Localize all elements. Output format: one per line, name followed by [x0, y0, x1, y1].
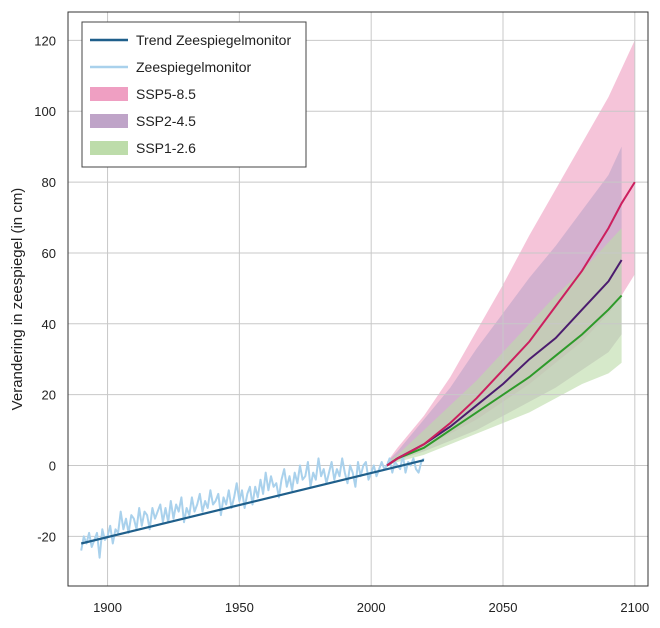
y-tick-20: 20: [42, 388, 56, 403]
grid-lines: [68, 12, 648, 586]
y-tick-40: 40: [42, 317, 56, 332]
x-tick-2100: 2100: [620, 600, 649, 615]
y-tick-80: 80: [42, 175, 56, 190]
trend-line: [80, 459, 425, 545]
legend-label-ssp5-8-5: SSP5-8.5: [136, 86, 196, 102]
x-tick-1950: 1950: [225, 600, 254, 615]
legend-swatch-ssp1-2-6: [90, 141, 128, 155]
y-axis-label: Verandering in zeespiegel (in cm): [9, 188, 26, 411]
x-tick-2050: 2050: [489, 600, 518, 615]
x-tick-2000: 2000: [357, 600, 386, 615]
legend-label-ssp1-2-6: SSP1-2.6: [136, 140, 196, 156]
plot-frame: [67, 11, 649, 587]
legend-label-trend-zeespiegelmonitor: Trend Zeespiegelmonitor: [136, 32, 291, 48]
y-tick-0: 0: [49, 459, 56, 474]
y-tick-120: 120: [34, 33, 56, 48]
y-tick-labels: -20 0 20 40 60 80 100 120: [34, 33, 56, 544]
x-tick-labels: 1900 1950 2000 2050 2100: [93, 600, 649, 615]
series-lines: [80, 181, 636, 559]
legend-label-ssp2-4-5: SSP2-4.5: [136, 113, 196, 129]
median-ssp1-2-6: [386, 294, 623, 467]
y-tick-100: 100: [34, 104, 56, 119]
legend: Trend Zeespiegelmonitor Zeespiegelmonitor…: [81, 21, 307, 168]
band-ssp1-2-6: [387, 228, 622, 466]
observations-line: [80, 453, 425, 559]
y-tick--20: -20: [37, 529, 56, 544]
legend-swatch-ssp5-8-5: [90, 87, 128, 101]
x-tick-1900: 1900: [93, 600, 122, 615]
legend-swatch-ssp2-4-5: [90, 114, 128, 128]
median-ssp5-8-5: [386, 181, 636, 467]
y-tick-60: 60: [42, 246, 56, 261]
legend-label-zeespiegelmonitor: Zeespiegelmonitor: [136, 59, 252, 75]
